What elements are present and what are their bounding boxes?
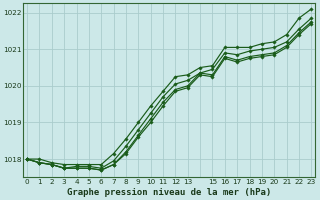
- X-axis label: Graphe pression niveau de la mer (hPa): Graphe pression niveau de la mer (hPa): [67, 188, 271, 197]
